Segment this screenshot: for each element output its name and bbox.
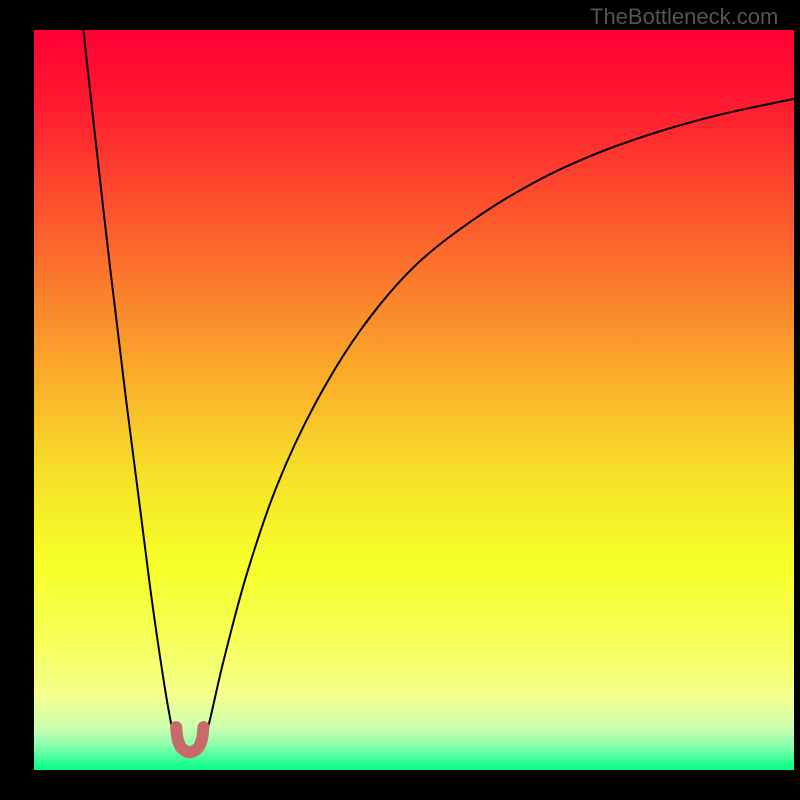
right-curve [203, 99, 794, 748]
curves-layer [34, 30, 794, 770]
watermark-text: TheBottleneck.com [590, 4, 778, 30]
left-curve [83, 30, 176, 748]
cusp-marker [176, 727, 203, 752]
plot-area [34, 30, 794, 770]
chart-container: TheBottleneck.com [0, 0, 800, 800]
